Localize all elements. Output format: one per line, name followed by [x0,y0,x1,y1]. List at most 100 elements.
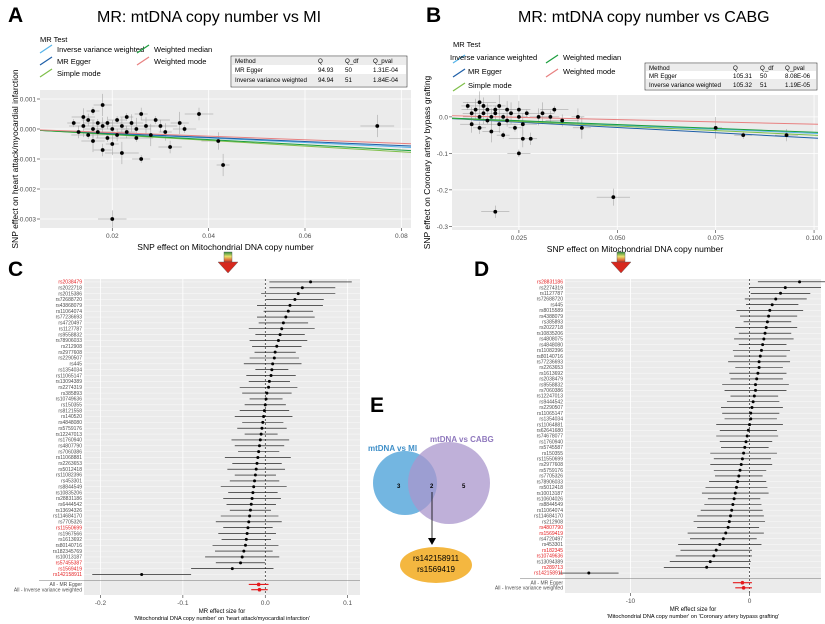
snp-label: rs74678077 [537,434,564,440]
snp-label: rs12247013 [537,394,564,400]
data-point [216,139,221,143]
data-point [505,118,509,123]
data-point [481,111,486,116]
snp-estimate [262,415,266,419]
snp-estimate [248,508,252,512]
snp-label: rs4848080 [539,342,563,348]
x-tick-label: -0.1 [177,600,189,607]
snp-label: rs1569419 [539,531,563,537]
data-point [517,114,521,119]
snp-label: rs2290507 [58,356,82,362]
forest-mi: -0.2 -0.1 0.0 0.1 rs2038479rs2022718rs201538… [14,279,360,622]
snp-label: rs7060386 [58,449,82,455]
snp-label: rs9444542 [539,399,563,405]
snp-estimate [736,480,740,484]
data-point [134,136,139,140]
snp-estimate [754,383,758,387]
snp-estimate [240,555,244,559]
snp-estimate [269,374,273,378]
data-point [497,104,502,108]
data-point [100,103,105,107]
venn-label-mi: mtDNA vs MI [368,444,417,453]
svg-text:1.31E-04: 1.31E-04 [373,67,399,74]
snp-estimate [247,520,251,524]
snp-estimate [244,537,248,541]
snp-estimate [300,286,304,290]
svg-text:94.94: 94.94 [318,77,334,84]
data-point [536,114,541,119]
snp-estimate [738,468,742,472]
data-point [560,118,565,123]
snp-estimate [765,320,769,324]
snp-label: rs9558832 [58,332,82,338]
snp-estimate [742,451,746,455]
snp-label: rs2022718 [58,285,82,291]
snp-label: rs4808075 [539,337,563,343]
y-axis-label: SNP effect on heart attack/myocardial in… [10,69,20,248]
chart-title: MR: mtDNA copy number vs CABG [518,9,770,26]
panel-a: A MR: mtDNA copy number vs MI MR Test In… [8,4,412,252]
data-point [124,130,129,134]
data-point [469,122,474,127]
legend-item: Weighted mode [154,57,206,66]
snp-estimate [745,434,749,438]
fit-line [451,115,819,125]
x-tick-label: 0.0 [261,600,270,607]
snp-estimate [721,537,725,541]
scatter-mi: 0.02 0.04 0.06 0.08 0.001 0.000 -0.001 -0.002 -0… [10,69,412,252]
snp-estimate [708,560,712,564]
snp-estimate [248,514,252,518]
panel-label: B [426,4,441,27]
data-point [86,118,91,122]
snp-label: rs4720497 [539,536,563,542]
snp-estimate [261,420,265,424]
snp-label: rs445 [69,362,82,368]
snp-label: rs10835206 [56,490,83,496]
data-point [129,121,134,125]
snp-label: rs8121558 [58,408,82,414]
snp-label: rs1760940 [539,439,563,445]
summary-estimate [256,582,261,587]
panel-label: C [8,258,23,281]
snp-label: rs2038479 [58,280,82,286]
summary-label: All - MR Egger [49,582,82,588]
snp-estimate [286,309,290,313]
snp-label: rs28831186 [56,496,82,502]
arrow-down-d [610,251,632,274]
x-axis-label: SNP effect on Mitochondrial DNA copy num… [137,242,314,252]
data-point [520,122,525,127]
fit-line [451,117,819,136]
legend-item: Simple mode [57,69,101,78]
snp-label: rs13094389 [537,559,564,565]
fit-line [39,129,412,147]
snp-label: rs4720497 [58,321,82,327]
legend: MR Test Inverse variance weighted MR Egg… [39,35,212,78]
legend-item: Weighted mode [563,67,615,76]
data-point [197,112,201,116]
snp-label: rs212908 [61,344,82,350]
snp-label: rs12247013 [56,432,83,438]
data-point [153,118,158,122]
data-point [524,111,529,116]
snp-estimate [734,485,738,489]
snp-estimate [230,567,234,571]
snp-label: rs2274319 [58,385,82,391]
snp-estimate [296,292,300,296]
venn-count-only-cabg: 5 [462,484,466,490]
data-point [221,163,225,167]
x-tick-label: 0.100 [806,235,823,242]
snp-estimate [761,343,765,347]
snp-estimate [749,417,753,421]
data-point [489,129,494,134]
snp-label: rs11064074 [537,508,563,514]
snp-estimate [743,445,747,449]
snp-estimate [276,338,280,342]
fit-line [451,118,819,139]
data-point [784,133,789,138]
snp-label: rs5759176 [58,426,82,432]
data-point [505,107,509,112]
y-tick-label: 0.000 [20,127,37,134]
svg-text:Q_df: Q_df [345,58,359,65]
data-point [124,115,129,119]
panel-label: D [474,258,489,281]
